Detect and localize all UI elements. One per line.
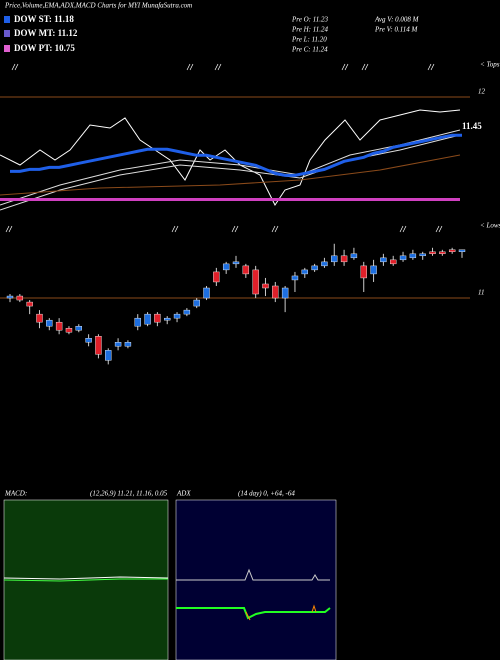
candle-body (311, 265, 318, 271)
ema-line (10, 133, 462, 177)
candle-body (134, 317, 141, 327)
candle-body (213, 271, 220, 283)
lows-label: < Lows (480, 222, 500, 230)
candle-body (301, 269, 308, 275)
ma-line (0, 129, 461, 206)
candle-body (399, 255, 407, 261)
adx-minus (245, 604, 317, 621)
candle-body (331, 255, 338, 263)
candle-body (114, 342, 122, 347)
info: Pre V: 0.114 M (374, 26, 418, 34)
y-tick-label: 11 (478, 289, 484, 297)
candle-body (85, 338, 92, 343)
candle-body (46, 319, 53, 327)
adx-label: ADX (176, 490, 191, 498)
macd-label: MACD: (4, 490, 27, 498)
candle-body (193, 299, 200, 307)
candle-body (222, 263, 230, 271)
candle-body (144, 313, 151, 325)
candle-body (154, 313, 161, 323)
ma-line (0, 134, 461, 211)
candle-body (340, 255, 348, 263)
y-tick-label: 12 (478, 88, 486, 96)
legend-entry: DOW MT: 11.12 (14, 28, 78, 38)
candle-body (95, 336, 102, 355)
candle-body (448, 249, 456, 253)
info: Pre H: 11.24 (291, 26, 328, 34)
candle-body (390, 259, 397, 265)
adx-params: (14 day) 0, +64, -64 (238, 490, 295, 498)
adx-line (176, 568, 330, 581)
candle-body (291, 275, 299, 281)
ma-line (0, 154, 461, 196)
candle-body (16, 295, 24, 301)
candle-body (281, 287, 289, 299)
macd-signal (3, 578, 168, 582)
legend-swatch (4, 45, 10, 52)
legend-swatch (4, 16, 10, 23)
candle-body (183, 309, 191, 315)
candle-body (360, 265, 367, 279)
candle-body (6, 295, 14, 299)
candle-body (65, 328, 73, 333)
info: Avg V: 0.008 M (374, 16, 420, 24)
legend-entry: DOW PT: 10.75 (14, 43, 75, 53)
price-line (0, 109, 461, 206)
candle-body (321, 261, 328, 267)
candle-body (370, 265, 377, 275)
macd-line (3, 576, 169, 580)
macd-params: (12,26,9) 11.21, 11.16, 0.05 (90, 490, 168, 498)
candle-body (350, 253, 358, 259)
candle-body (439, 251, 446, 255)
candle-body (26, 301, 33, 307)
candle-body (458, 249, 466, 253)
candle-body (262, 283, 269, 289)
candle-body (272, 285, 279, 299)
candle-body (124, 342, 132, 347)
candle-body (252, 269, 259, 295)
ema-label: 11.45 (462, 121, 482, 131)
candle-body (203, 287, 210, 299)
candle-body (75, 325, 82, 331)
info: Pre C: 11.24 (291, 46, 328, 54)
legend-entry: DOW ST: 11.18 (14, 14, 74, 24)
info: Pre O: 11.23 (291, 16, 328, 24)
candle-body (173, 313, 181, 319)
candle-body (36, 313, 43, 323)
legend-swatch (4, 30, 10, 37)
info: Pre L: 11.20 (291, 36, 327, 44)
candle-body (409, 253, 417, 259)
tops-label: < Tops (480, 61, 500, 69)
candle-body (55, 321, 63, 331)
adx-plus (176, 607, 331, 620)
candle-body (242, 265, 250, 275)
candle-body (419, 253, 426, 257)
candle-body (232, 261, 240, 265)
candle-body (164, 317, 171, 321)
chart-title: Price,Volume,EMA,ADX,MACD Charts for MYI… (4, 2, 192, 10)
candle-body (105, 350, 112, 361)
candle-body (380, 257, 387, 263)
tops-markers (5, 63, 443, 233)
candle-body (429, 251, 436, 255)
